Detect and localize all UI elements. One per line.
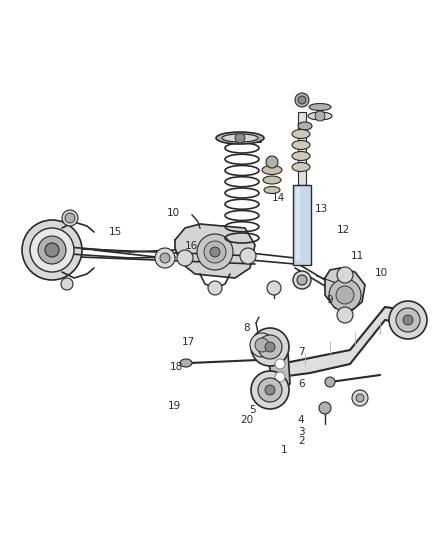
Circle shape bbox=[352, 390, 368, 406]
Circle shape bbox=[258, 378, 282, 402]
Circle shape bbox=[255, 338, 269, 352]
Ellipse shape bbox=[298, 122, 312, 130]
Text: 19: 19 bbox=[167, 401, 180, 411]
Circle shape bbox=[267, 281, 281, 295]
Text: 6: 6 bbox=[298, 379, 304, 389]
Ellipse shape bbox=[262, 166, 282, 174]
Polygon shape bbox=[175, 224, 255, 278]
Text: 9: 9 bbox=[326, 295, 333, 304]
Circle shape bbox=[389, 301, 427, 339]
Circle shape bbox=[297, 275, 307, 285]
Circle shape bbox=[396, 308, 420, 332]
Ellipse shape bbox=[344, 285, 356, 291]
Text: 2: 2 bbox=[298, 437, 304, 446]
Bar bbox=[296, 188, 300, 260]
Text: 3: 3 bbox=[298, 427, 304, 437]
Circle shape bbox=[208, 281, 222, 295]
Circle shape bbox=[251, 371, 289, 409]
Text: 5: 5 bbox=[250, 406, 256, 415]
Circle shape bbox=[275, 359, 285, 369]
Ellipse shape bbox=[292, 163, 310, 172]
Circle shape bbox=[265, 385, 275, 395]
Circle shape bbox=[197, 234, 233, 270]
Text: 14: 14 bbox=[272, 193, 285, 203]
Circle shape bbox=[65, 213, 75, 223]
Circle shape bbox=[315, 111, 325, 121]
Circle shape bbox=[204, 241, 226, 263]
Ellipse shape bbox=[216, 132, 264, 144]
Circle shape bbox=[22, 220, 82, 280]
Circle shape bbox=[325, 377, 335, 387]
Circle shape bbox=[319, 402, 331, 414]
Ellipse shape bbox=[264, 187, 280, 193]
Circle shape bbox=[177, 250, 193, 266]
Text: 11: 11 bbox=[350, 251, 364, 261]
Ellipse shape bbox=[263, 176, 281, 184]
Circle shape bbox=[295, 93, 309, 107]
Circle shape bbox=[210, 247, 220, 257]
Text: 1: 1 bbox=[280, 446, 287, 455]
Circle shape bbox=[336, 286, 354, 304]
Circle shape bbox=[329, 279, 361, 311]
Circle shape bbox=[265, 342, 275, 352]
Bar bbox=[293, 185, 311, 265]
Circle shape bbox=[160, 253, 170, 263]
Text: 15: 15 bbox=[109, 227, 122, 237]
Text: 17: 17 bbox=[182, 337, 195, 347]
Text: 10: 10 bbox=[374, 268, 388, 278]
Ellipse shape bbox=[308, 112, 332, 120]
Text: 7: 7 bbox=[298, 347, 304, 357]
Ellipse shape bbox=[292, 130, 310, 139]
Circle shape bbox=[62, 210, 78, 226]
Circle shape bbox=[337, 307, 353, 323]
Ellipse shape bbox=[222, 134, 258, 142]
Circle shape bbox=[155, 248, 175, 268]
Circle shape bbox=[258, 335, 282, 359]
Circle shape bbox=[30, 228, 74, 272]
Circle shape bbox=[38, 236, 66, 264]
Ellipse shape bbox=[292, 141, 310, 149]
Circle shape bbox=[275, 372, 285, 382]
Polygon shape bbox=[268, 350, 290, 388]
Ellipse shape bbox=[292, 151, 310, 160]
Circle shape bbox=[293, 271, 311, 289]
Circle shape bbox=[251, 328, 289, 366]
Circle shape bbox=[250, 333, 274, 357]
Text: 18: 18 bbox=[170, 362, 183, 372]
Circle shape bbox=[403, 315, 413, 325]
Polygon shape bbox=[325, 268, 365, 312]
Circle shape bbox=[240, 248, 256, 264]
Circle shape bbox=[337, 267, 353, 283]
Circle shape bbox=[61, 278, 73, 290]
Text: 12: 12 bbox=[337, 225, 350, 235]
Text: 13: 13 bbox=[314, 205, 328, 214]
Text: 4: 4 bbox=[298, 415, 304, 425]
Circle shape bbox=[356, 394, 364, 402]
Text: 8: 8 bbox=[243, 323, 250, 333]
Ellipse shape bbox=[309, 103, 331, 110]
Text: 16: 16 bbox=[185, 241, 198, 251]
Text: 10: 10 bbox=[166, 208, 180, 218]
Circle shape bbox=[45, 243, 59, 257]
Circle shape bbox=[298, 96, 306, 104]
Polygon shape bbox=[280, 307, 405, 377]
Circle shape bbox=[235, 133, 245, 143]
Circle shape bbox=[266, 156, 278, 168]
Ellipse shape bbox=[180, 359, 192, 367]
Bar bbox=[298, 112, 306, 185]
Text: 20: 20 bbox=[240, 415, 253, 425]
